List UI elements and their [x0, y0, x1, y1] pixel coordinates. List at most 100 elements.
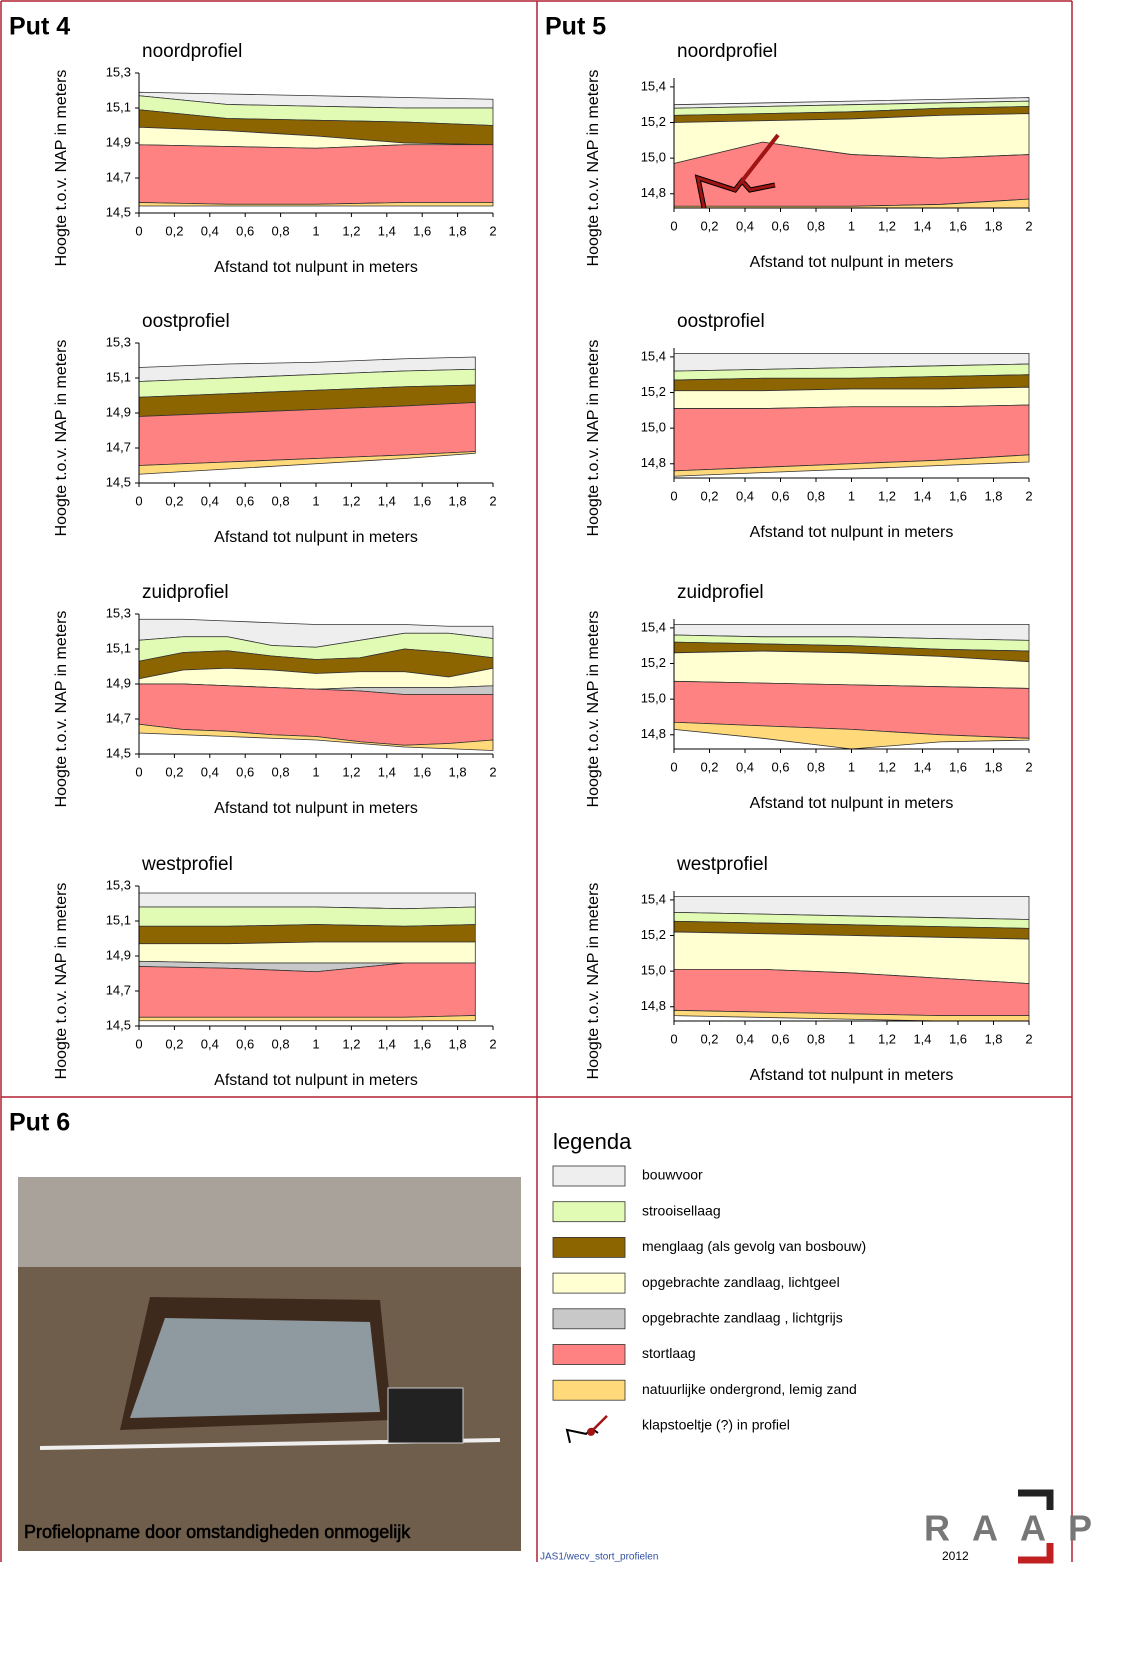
x-tick-label: 0,2: [165, 1036, 183, 1051]
x-axis-label: Afstand tot nulpunt in meters: [214, 529, 418, 546]
x-tick-label: 1: [312, 223, 319, 238]
x-axis-label: Afstand tot nulpunt in meters: [750, 1067, 954, 1084]
x-tick-label: 1,8: [984, 759, 1002, 774]
y-tick-label: 14,7: [106, 710, 131, 725]
y-tick-label: 15,4: [641, 619, 666, 634]
y-tick-label: 15,4: [641, 891, 666, 906]
layer: [138, 941, 476, 964]
legend-label: stortlaag: [642, 1345, 696, 1361]
x-tick-label: 0,6: [236, 493, 254, 508]
x-tick-label: 0,4: [736, 759, 754, 774]
x-tick-label: 0,6: [236, 764, 254, 779]
legend-label: bouwvoor: [642, 1167, 703, 1183]
x-tick-label: 0,2: [165, 223, 183, 238]
y-axis-label: Hoogte t.o.v. NAP in meters: [585, 340, 602, 537]
photo-frost: [18, 1177, 521, 1267]
legend-label: menglaag (als gevolg van bosbouw): [642, 1238, 866, 1254]
y-tick-label: 15,0: [641, 150, 666, 165]
x-tick-label: 1,2: [878, 218, 896, 233]
x-tick-label: 1,6: [949, 218, 967, 233]
x-tick-label: 0: [135, 223, 142, 238]
y-tick-label: 15,3: [106, 64, 131, 79]
x-tick-label: 0,8: [272, 764, 290, 779]
y-tick-label: 15,1: [106, 912, 131, 927]
y-tick-label: 15,4: [641, 78, 666, 93]
x-axis-label: Afstand tot nulpunt in meters: [214, 259, 418, 276]
x-tick-label: 0,8: [807, 1031, 825, 1046]
y-tick-label: 14,5: [106, 1017, 131, 1032]
x-tick-label: 1,4: [913, 488, 931, 503]
layer: [138, 906, 476, 927]
x-tick-label: 1,2: [342, 1036, 360, 1051]
x-tick-label: 1,4: [378, 1036, 396, 1051]
x-tick-label: 2: [489, 223, 496, 238]
chart: zuidprofiel Hoogte t.o.v. NAP in meters Af…: [53, 582, 496, 817]
x-tick-label: 1,6: [413, 764, 431, 779]
photo: Profielopname door omstandigheden onmoge…: [18, 1177, 521, 1551]
x-tick-label: 1,2: [878, 759, 896, 774]
x-tick-label: 1,4: [378, 223, 396, 238]
layer: [138, 892, 476, 910]
x-tick-label: 0,6: [236, 1036, 254, 1051]
panel-title: Put 4: [9, 13, 70, 41]
chart: noordprofiel Hoogte t.o.v. NAP in meters A…: [53, 41, 496, 276]
y-axis-label: Hoogte t.o.v. NAP in meters: [585, 611, 602, 808]
footer-year: 2012: [942, 1549, 969, 1563]
chart-title: zuidprofiel: [677, 582, 764, 603]
x-tick-label: 0,6: [771, 1031, 789, 1046]
chair-icon: [740, 133, 780, 183]
x-tick-label: 1,2: [342, 764, 360, 779]
y-tick-label: 15,2: [641, 384, 666, 399]
legend-swatch: [552, 1165, 626, 1187]
x-axis-label: Afstand tot nulpunt in meters: [750, 795, 954, 812]
photo-caption: Profielopname door omstandigheden onmoge…: [24, 1522, 411, 1542]
legend-swatch: [552, 1344, 626, 1365]
legend-swatch: [552, 1237, 626, 1258]
y-axis-label: Hoogte t.o.v. NAP in meters: [53, 340, 70, 537]
chart-title: westprofiel: [141, 854, 233, 875]
legend-label: klapstoeltje (?) in profiel: [642, 1417, 790, 1433]
panel-title: Put 6: [9, 1109, 70, 1137]
x-tick-label: 1,8: [984, 218, 1002, 233]
x-axis-label: Afstand tot nulpunt in meters: [750, 524, 954, 541]
x-tick-label: 1,6: [413, 493, 431, 508]
legend-swatch: [552, 1201, 626, 1223]
layer: [673, 454, 1030, 477]
photo-water: [130, 1318, 380, 1418]
x-tick-label: 1,8: [984, 1031, 1002, 1046]
x-tick-label: 1: [848, 218, 855, 233]
x-tick-label: 1,8: [984, 488, 1002, 503]
x-tick-label: 0,4: [736, 218, 754, 233]
legend-swatch: [552, 1272, 626, 1294]
x-tick-label: 0,2: [700, 759, 718, 774]
y-tick-label: 14,9: [106, 675, 131, 690]
x-axis-label: Afstand tot nulpunt in meters: [214, 800, 418, 817]
x-tick-label: 1,4: [913, 1031, 931, 1046]
x-tick-label: 1,8: [449, 764, 467, 779]
y-tick-label: 15,1: [106, 99, 131, 114]
chart-title: oostprofiel: [677, 311, 765, 332]
x-tick-label: 1,2: [342, 223, 360, 238]
y-tick-label: 14,5: [106, 204, 131, 219]
x-tick-label: 2: [489, 1036, 496, 1051]
y-tick-label: 15,2: [641, 114, 666, 129]
legend-label: opgebrachte zandlaag, lichtgeel: [642, 1274, 840, 1290]
x-tick-label: 1: [312, 493, 319, 508]
chair-icon: [696, 175, 776, 209]
x-tick-label: 0,2: [700, 488, 718, 503]
legend-label: opgebrachte zandlaag , lichtgrijs: [642, 1310, 843, 1326]
x-tick-label: 0,2: [700, 218, 718, 233]
chart: oostprofiel Hoogte t.o.v. NAP in meters Af…: [585, 311, 1032, 541]
x-tick-label: 2: [1025, 759, 1032, 774]
layer: [138, 451, 476, 475]
x-tick-label: 2: [1025, 218, 1032, 233]
x-axis-label: Afstand tot nulpunt in meters: [750, 254, 954, 271]
y-axis-label: Hoogte t.o.v. NAP in meters: [585, 70, 602, 267]
y-tick-label: 15,0: [641, 691, 666, 706]
y-tick-label: 14,9: [106, 947, 131, 962]
layer: [673, 386, 1030, 409]
y-axis-label: Hoogte t.o.v. NAP in meters: [53, 611, 70, 808]
x-tick-label: 1: [848, 488, 855, 503]
x-tick-label: 0,8: [272, 493, 290, 508]
